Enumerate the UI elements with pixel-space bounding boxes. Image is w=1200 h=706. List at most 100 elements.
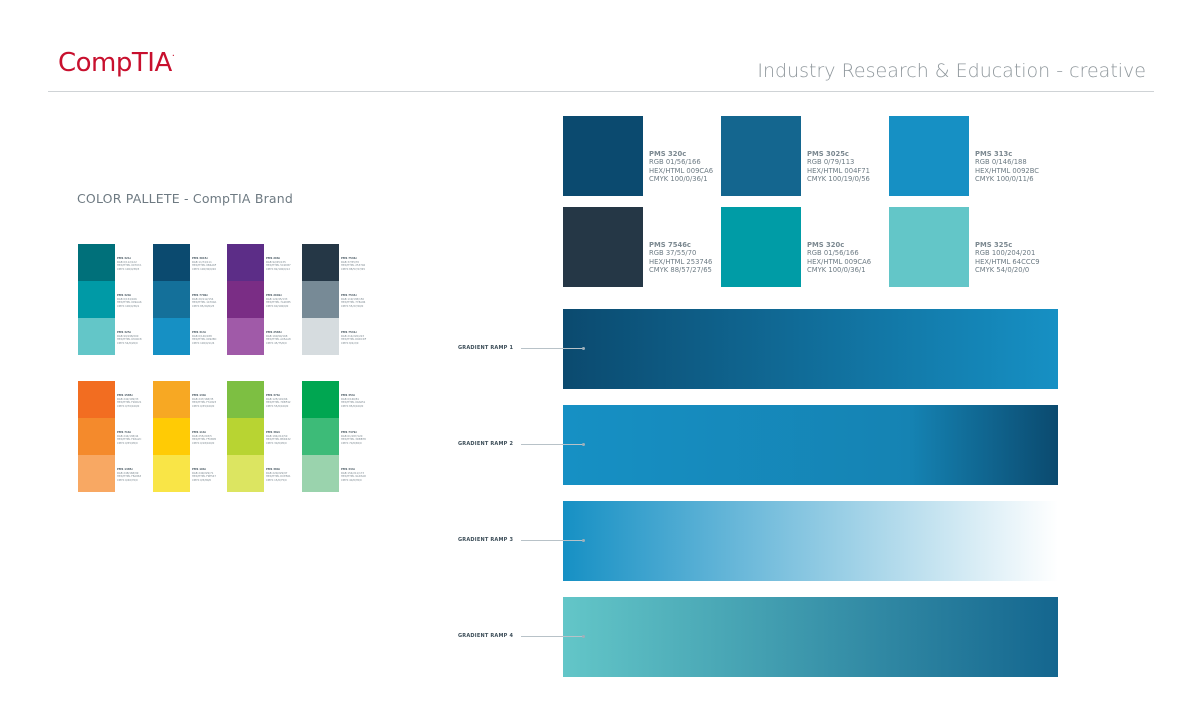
swatch-rgb: RGB 100/204/201 [975, 249, 1036, 258]
caption-line: CMYK 82/100/0/12 [266, 267, 290, 271]
palette-swatch-caption: PMS 382c RGB 184/212/50 HEX/HTML B8D432 CMY… [266, 431, 304, 445]
caption-line: PMS 3015c [192, 257, 209, 260]
caption-line: HEX/HTML 00A651 [341, 401, 366, 404]
palette-swatch-caption: PMS 344c RGB 154/211/173 HEX/HTML 9AD3AD CM… [341, 468, 379, 482]
caption-line: RGB 0/154/166 [117, 297, 137, 301]
caption-line: HEX/HTML 63C6C8 [117, 338, 142, 341]
palette-swatch-caption: PMS 313c RGB 0/146/188 HEX/HTML 0092BC CMYK… [192, 331, 230, 345]
caption-line: PMS 7479c [341, 431, 358, 434]
logo-dot: . [171, 48, 175, 59]
logo-text: CompTIA [58, 48, 172, 78]
gradient-ramp-label: GRADIENT RAMP 2 [458, 441, 514, 447]
caption-line: CMYK 88/57/27/65 [341, 267, 365, 271]
swatch-pms: PMS 320c [649, 150, 687, 158]
caption-line: CMYK 85/0/100/0 [341, 404, 364, 408]
caption-line: HEX/HTML FFCB05 [192, 438, 217, 441]
swatch-pms: PMS 3025c [807, 150, 849, 158]
caption-line: PMS 2602c [266, 294, 283, 297]
palette-swatch [78, 281, 115, 318]
primary-swatch-caption: PMS 325c RGB 100/204/201 HEX/HTML 64CCC9 CM… [975, 241, 1040, 275]
caption-line: HEX/HTML D6DCDF [341, 338, 367, 341]
caption-line: PMS 716c [117, 431, 132, 434]
swatch-cmyk: CMYK 100/0/11/6 [975, 175, 1034, 184]
caption-line: RGB 242/109/33 [117, 397, 139, 401]
caption-line: CMYK 15/0/75/0 [266, 478, 287, 482]
caption-line: RGB 154/211/173 [341, 471, 365, 475]
gradient-ramp-bar [563, 405, 1058, 485]
swatch-hex: HEX/HTML 009CA6 [807, 257, 872, 266]
section-title: COLOR PALLETE - CompTIA Brand [77, 191, 294, 206]
caption-line: PMS 321c [117, 257, 132, 260]
caption-line: CMYK 55/0/100/0 [266, 404, 289, 408]
header-title: Industry Research & Education - creative [757, 60, 1146, 82]
caption-line: RGB 122/45/133 [266, 297, 288, 301]
palette-swatch-caption: PMS 7700c RGB 20/112/154 HEX/HTML 14709A CM… [192, 294, 230, 308]
palette-swatch [153, 418, 190, 455]
caption-line: PMS 130c [192, 394, 207, 397]
primary-swatch [721, 207, 801, 287]
caption-line: PMS 2583c [266, 331, 283, 334]
swatch-hex: HEX/HTML 009CA6 [649, 166, 714, 175]
caption-line: CMYK 45/75/0/0 [266, 341, 287, 345]
primary-swatch [889, 116, 969, 196]
caption-line: CMYK 100/9/38/3 [117, 267, 140, 271]
palette-swatch-caption: PMS 106c RGB 249/229/71 HEX/HTML F9E547 CMY… [192, 468, 230, 482]
comptia-logo: CompTIA. [58, 48, 175, 78]
primary-swatch-caption: PMS 320c RGB 01/56/166 HEX/HTML 009CA6 CMYK… [807, 241, 871, 275]
caption-line: RGB 255/203/5 [192, 434, 212, 438]
palette-swatch-caption: PMS 716c RGB 244/138/44 HEX/HTML F48A2C CMY… [117, 431, 155, 445]
palette-swatch-caption: PMS 7479c RGB 61/187/120 HEX/HTML 3DBB78 CM… [341, 431, 379, 445]
palette-swatch-caption: PMS 116c RGB 255/203/5 HEX/HTML FFCB05 CMYK… [192, 431, 230, 445]
caption-line: HEX/HTML 0B4A6F [192, 264, 217, 267]
caption-line: RGB 20/112/154 [192, 297, 214, 301]
palette-swatch-caption: PMS 1585c RGB 242/109/33 HEX/HTML F26D21 CM… [117, 394, 155, 408]
caption-line: HEX/HTML 14709A [192, 301, 217, 304]
gradient-ramp-leader [521, 540, 584, 541]
swatch-rgb: RGB 37/55/70 [649, 249, 697, 258]
swatch-rgb: RGB 01/56/166 [649, 158, 701, 167]
swatch-rgb: RGB 0/146/188 [975, 158, 1027, 167]
palette-swatch-caption: PMS 7541c RGB 214/220/223 HEX/HTML D6DCDF C… [341, 331, 379, 345]
palette-swatch [227, 455, 264, 492]
swatch-pms: PMS 320c [807, 241, 845, 249]
palette-swatch-caption: PMS 1485c RGB 248/168/99 HEX/HTML F8A863 CM… [117, 468, 155, 482]
primary-swatch-caption: PMS 313c RGB 0/146/188 HEX/HTML 0092BC CMYK… [975, 150, 1039, 184]
palette-swatch [302, 281, 339, 318]
caption-line: PMS 376c [266, 394, 281, 397]
primary-swatch [563, 116, 643, 196]
caption-line: RGB 247/168/35 [192, 397, 214, 401]
palette-swatch [227, 244, 264, 281]
palette-swatch-caption: PMS 268c RGB 92/45/135 HEX/HTML 5C2D87 CMYK… [266, 257, 304, 271]
swatch-rgb: RGB 01/56/166 [807, 249, 859, 258]
caption-line: CMYK 60/100/0/0 [266, 304, 289, 308]
caption-line: CMYK 0/70/100/0 [117, 404, 140, 408]
caption-line: RGB 220/229/97 [266, 471, 288, 475]
swatch-pms: PMS 7546c [649, 241, 691, 249]
palette-swatch-caption: PMS 7544c RGB 119/138/150 HEX/HTML 778A96 C… [341, 294, 379, 308]
palette-swatch [302, 318, 339, 355]
palette-swatch [302, 455, 339, 492]
caption-line: RGB 61/187/120 [341, 434, 363, 438]
caption-line: CMYK 100/0/36/1 [117, 304, 140, 308]
swatch-hex: HEX/HTML 253746 [649, 257, 713, 266]
caption-line: RGB 248/168/99 [117, 471, 139, 475]
gradient-ramp-leader [521, 444, 584, 445]
palette-swatch-caption: PMS 325c RGB 99/198/200 HEX/HTML 63C6C8 CMY… [117, 331, 155, 345]
caption-line: HEX/HTML 7DBF42 [266, 401, 291, 404]
palette-swatch-caption: PMS 320c RGB 0/154/166 HEX/HTML 009AA6 CMYK… [117, 294, 155, 308]
primary-swatch [721, 116, 801, 196]
swatch-hex: HEX/HTML 64CCC9 [975, 257, 1040, 266]
caption-line: HEX/HTML 9AD3AD [341, 475, 367, 478]
caption-line: CMYK 54/0/20/0 [117, 341, 138, 345]
swatch-rgb: RGB 0/79/113 [807, 158, 855, 167]
gradient-ramp-marker [582, 539, 585, 542]
caption-line: PMS 344c [341, 468, 356, 471]
caption-line: CMYK 0/35/100/0 [192, 404, 215, 408]
caption-line: CMYK 100/0/11/6 [192, 341, 215, 345]
caption-line: PMS 7700c [192, 294, 209, 297]
palette-swatch-caption: PMS 2602c RGB 122/45/133 HEX/HTML 7A2D85 CM… [266, 294, 304, 308]
gradient-ramp-bar [563, 501, 1058, 581]
caption-line: CMYK 55/27/20/0 [341, 304, 364, 308]
caption-line: PMS 325c [117, 331, 132, 334]
palette-swatch-caption: PMS 7546c RGB 37/55/70 HEX/HTML 253746 CMYK… [341, 257, 379, 271]
